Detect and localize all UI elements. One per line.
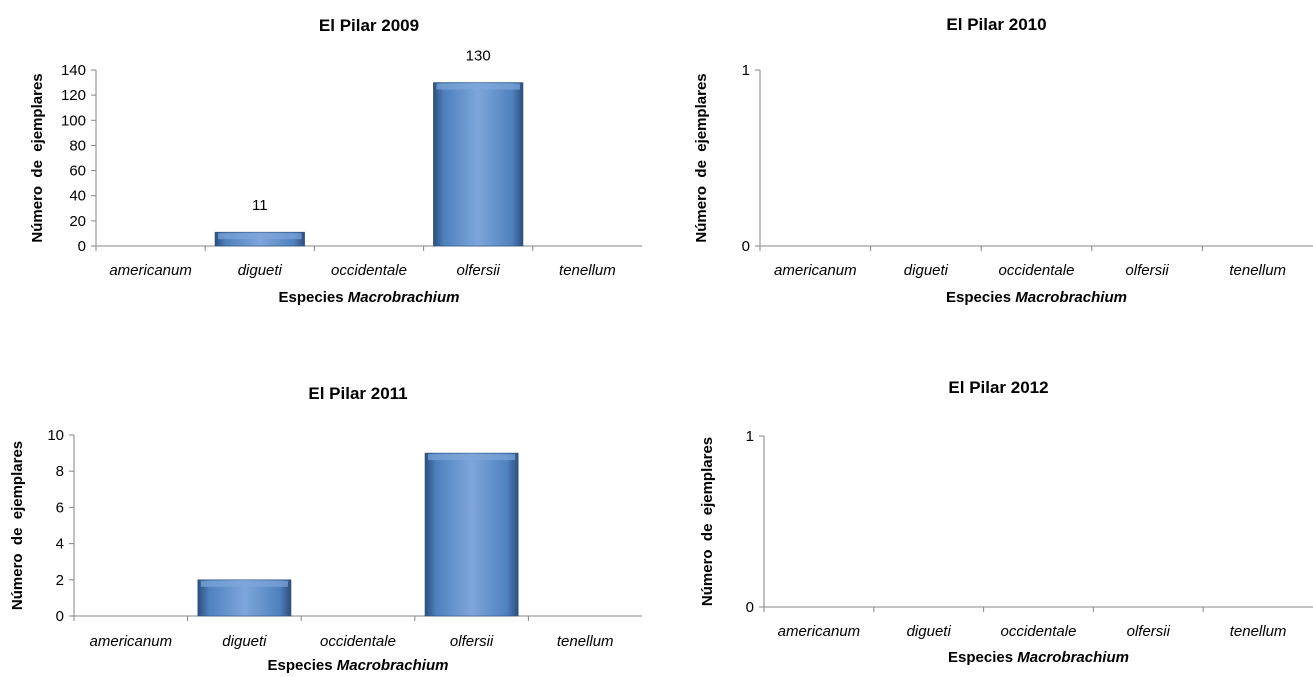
x-category-label: tenellum <box>1230 623 1287 640</box>
x-category-label: occidentale <box>1001 623 1077 640</box>
chart-title: El Pilar 2009 <box>319 16 419 35</box>
x-category-label: americanum <box>778 623 861 640</box>
y-axis-title: Número de ejemplares <box>699 437 716 606</box>
chart-title: El Pilar 2011 <box>308 384 407 403</box>
x-category-label: occidentale <box>331 262 407 279</box>
bar-olfersii <box>424 452 519 617</box>
x-category-label: tenellum <box>557 633 614 650</box>
y-tick-label: 140 <box>61 62 86 79</box>
y-tick-label: 20 <box>69 213 86 230</box>
y-tick-label: 2 <box>56 572 64 589</box>
x-axis-title: Especies Macrobrachium <box>268 657 449 674</box>
chart-svg: El Pilar 2011 0 2 4 6 8 10 americanum digueti occ… <box>9 384 642 674</box>
y-tick-label: 8 <box>56 463 64 480</box>
x-category-label: olfersii <box>450 633 494 650</box>
chart-el-pilar-2010: El Pilar 2010 0 1 americanum digueti occident… <box>656 0 1313 338</box>
x-category-label: olfersii <box>457 262 501 279</box>
bar-bevel <box>428 454 516 461</box>
x-axis-title: Especies Macrobrachium <box>279 289 460 306</box>
bar-bevel <box>436 83 520 90</box>
y-tick-label: 0 <box>746 599 754 616</box>
chart-svg: El Pilar 2009 0 20 40 60 80 100 120 140 americanu… <box>29 16 642 306</box>
y-tick-label: 0 <box>742 238 750 255</box>
y-tick-label: 0 <box>56 608 64 625</box>
x-category-label: digueti <box>222 633 267 650</box>
bar-bevel <box>200 580 288 587</box>
x-category-label: tenellum <box>1229 262 1286 279</box>
y-axis-title: Número de ejemplares <box>29 73 46 242</box>
x-axis-title: Especies Macrobrachium <box>946 289 1127 306</box>
chart-el-pilar-2009: El Pilar 2009 0 20 40 60 80 100 120 140 americanu… <box>0 0 656 338</box>
x-category-label: americanum <box>774 262 857 279</box>
chart-svg: El Pilar 2010 0 1 americanum digueti occident… <box>693 15 1313 306</box>
x-category-label: olfersii <box>1127 623 1171 640</box>
chart-el-pilar-2012: El Pilar 2012 0 1 americanum digueti occident… <box>656 368 1313 677</box>
data-label: 130 <box>466 48 491 65</box>
y-tick-label: 4 <box>56 536 64 553</box>
y-tick-label: 80 <box>69 137 86 154</box>
bar-olfersii <box>433 82 524 247</box>
data-label: 11 <box>252 197 268 214</box>
y-tick-label: 100 <box>61 112 86 129</box>
y-tick-label: 1 <box>746 428 754 445</box>
y-tick-label: 6 <box>56 499 64 516</box>
y-tick-label: 40 <box>69 188 86 205</box>
x-category-label: occidentale <box>320 633 396 650</box>
x-category-label: digueti <box>238 262 283 279</box>
chart-svg: El Pilar 2012 0 1 americanum digueti occident… <box>699 378 1313 666</box>
chart-el-pilar-2011: El Pilar 2011 0 2 4 6 8 10 americanum digueti occ… <box>0 368 656 677</box>
x-category-label: tenellum <box>559 262 616 279</box>
bar-bevel <box>218 233 302 240</box>
chart-title: El Pilar 2010 <box>946 15 1046 34</box>
x-category-label: digueti <box>904 262 949 279</box>
x-category-label: digueti <box>907 623 952 640</box>
x-axis-title: Especies Macrobrachium <box>948 649 1129 666</box>
y-axis-title: Número de ejemplares <box>693 73 710 242</box>
y-axis-title: Número de ejemplares <box>9 441 26 610</box>
x-category-label: americanum <box>109 262 192 279</box>
y-tick-label: 60 <box>69 163 86 180</box>
chart-title: El Pilar 2012 <box>948 378 1048 397</box>
x-category-label: occidentale <box>999 262 1075 279</box>
y-tick-label: 120 <box>61 87 86 104</box>
y-tick-label: 1 <box>742 62 750 79</box>
x-category-label: olfersii <box>1125 262 1169 279</box>
y-tick-label: 10 <box>47 427 64 444</box>
x-category-label: americanum <box>90 633 173 650</box>
y-tick-label: 0 <box>78 238 86 255</box>
